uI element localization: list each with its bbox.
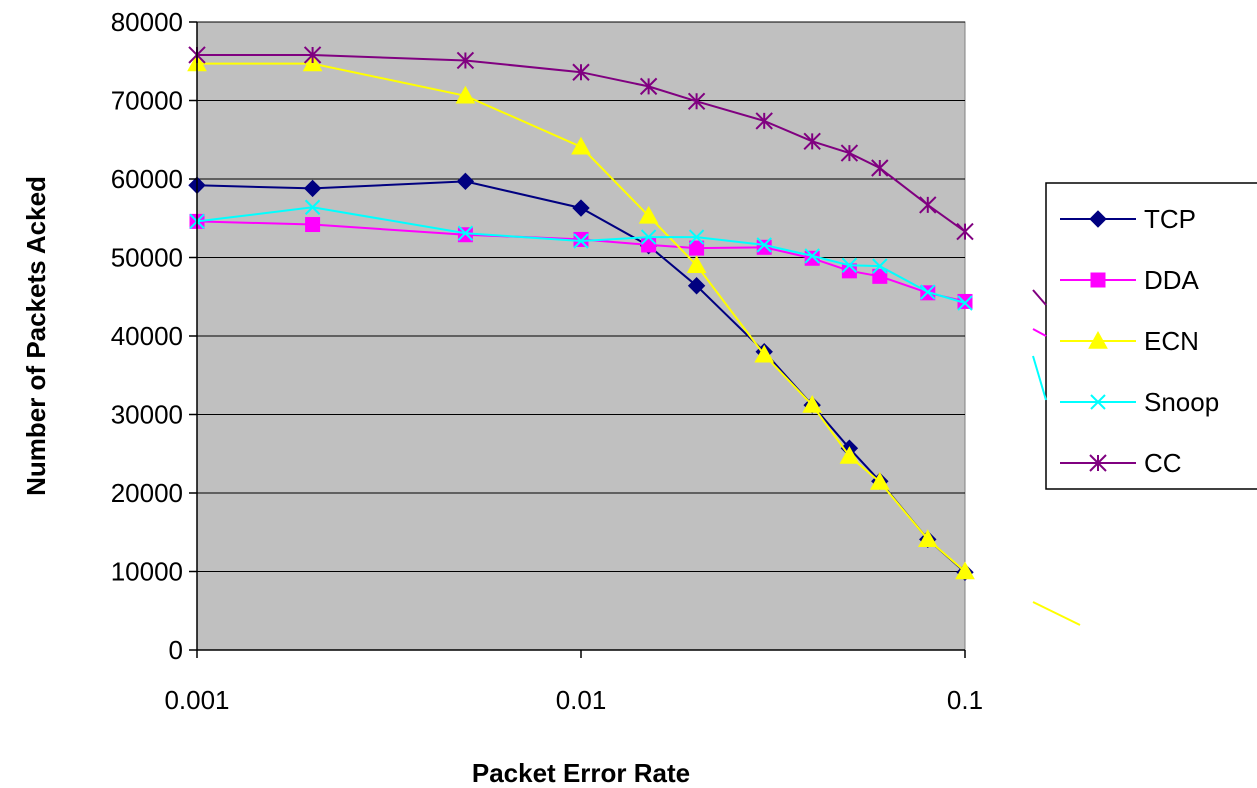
- series-snoop: [189, 199, 973, 311]
- data-point: [687, 277, 706, 295]
- data-point: [456, 172, 475, 191]
- data-point: [571, 136, 591, 155]
- data-point: [919, 196, 937, 214]
- data-point: [689, 240, 705, 256]
- series-line: [196, 206, 966, 304]
- data-point: [803, 132, 821, 151]
- stray-line-fragment: [1032, 355, 1047, 401]
- data-point: [457, 227, 473, 243]
- y-tick-label: 70000: [111, 86, 183, 116]
- data-point: [303, 179, 322, 198]
- data-point: [871, 159, 889, 177]
- legend-marker: [1090, 394, 1106, 410]
- data-point: [957, 295, 973, 311]
- data-point: [869, 471, 890, 490]
- legend-artifacts: [1032, 289, 1081, 626]
- data-point: [304, 199, 321, 215]
- legend-item: TCP: [1060, 204, 1196, 234]
- legend-marker: [1090, 272, 1106, 288]
- data-point: [754, 344, 775, 363]
- data-point: [841, 263, 857, 279]
- data-point: [572, 63, 590, 81]
- x-tick-labels: 0.001 0.01 0.1: [164, 650, 983, 715]
- data-point: [872, 268, 888, 284]
- x-axis-title: Packet Error Rate: [472, 758, 690, 788]
- x-tick-label: 0.1: [947, 685, 983, 715]
- legend-label: DDA: [1144, 265, 1200, 295]
- series-cc: [188, 46, 974, 241]
- legend-label: CC: [1144, 448, 1182, 478]
- y-tick-label: 60000: [111, 164, 183, 194]
- legend-label: Snoop: [1144, 387, 1219, 417]
- stray-line-fragment: [1032, 289, 1047, 306]
- data-point: [687, 92, 706, 110]
- data-point: [639, 77, 658, 96]
- data-point: [638, 205, 659, 224]
- data-point: [841, 257, 858, 274]
- y-tick-label: 10000: [111, 557, 183, 587]
- data-point: [688, 229, 705, 245]
- data-point: [640, 229, 657, 245]
- y-tick-labels: 0 10000 20000 30000 40000 50000 60000 70000 8000…: [111, 7, 197, 665]
- series-line: [197, 62, 966, 573]
- data-point: [804, 250, 820, 266]
- gridlines: [197, 21, 965, 572]
- legend-item: CC: [1060, 448, 1182, 478]
- y-tick-label: 40000: [111, 321, 183, 351]
- data-point: [756, 239, 772, 255]
- legend: TCP DDA ECN Snoop CC: [1045, 182, 1257, 490]
- data-point: [755, 112, 773, 130]
- legend-item: Snoop: [1060, 387, 1219, 417]
- data-point: [303, 46, 322, 64]
- data-point: [920, 284, 936, 300]
- y-tick-label: 0: [169, 635, 183, 665]
- legend-marker: [1089, 210, 1107, 228]
- y-tick-label: 50000: [111, 243, 183, 273]
- data-point: [804, 248, 820, 264]
- x-tick-label: 0.001: [164, 685, 229, 715]
- y-tick-label: 30000: [111, 400, 183, 430]
- stray-line-fragment: [1032, 328, 1047, 337]
- legend-label: TCP: [1144, 204, 1196, 234]
- data-point: [840, 144, 859, 162]
- series-line: [196, 220, 966, 303]
- y-axis-title: Number of Packets Acked: [21, 176, 51, 496]
- y-tick-label: 20000: [111, 478, 183, 508]
- legend-label: ECN: [1144, 326, 1199, 356]
- data-point: [955, 561, 975, 580]
- data-point: [572, 199, 590, 217]
- data-point: [756, 237, 772, 253]
- legend-item: DDA: [1060, 265, 1200, 295]
- data-point: [872, 258, 888, 274]
- data-point: [839, 446, 860, 464]
- legend-marker: [1089, 454, 1107, 472]
- legend-item: ECN: [1060, 326, 1199, 356]
- stray-line-fragment: [1032, 601, 1081, 626]
- data-point: [917, 529, 938, 548]
- data-point: [456, 51, 475, 70]
- data-point: [802, 395, 823, 413]
- data-point: [573, 231, 589, 247]
- y-tick-label: 80000: [111, 7, 183, 37]
- data-point: [956, 222, 974, 241]
- data-point: [641, 237, 657, 253]
- data-point: [686, 255, 707, 274]
- data-point: [455, 85, 476, 104]
- x-tick-label: 0.01: [556, 685, 607, 715]
- data-point: [457, 225, 474, 241]
- legend-marker: [1088, 330, 1108, 349]
- data-point: [573, 233, 589, 249]
- data-point: [305, 217, 321, 233]
- series-line: [197, 54, 966, 233]
